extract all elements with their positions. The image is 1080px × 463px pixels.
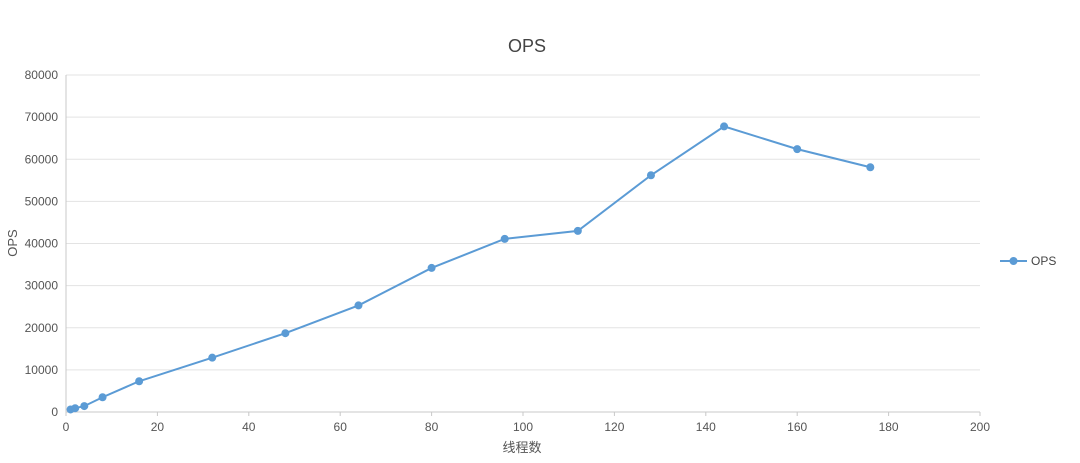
y-tick-label: 60000 bbox=[25, 152, 59, 166]
y-tick-label: 20000 bbox=[25, 321, 59, 335]
data-point bbox=[281, 329, 290, 338]
data-point bbox=[80, 402, 89, 411]
x-tick-label: 80 bbox=[425, 420, 439, 434]
chart-title: OPS bbox=[508, 36, 546, 56]
y-axis-label: OPS bbox=[5, 229, 20, 257]
y-tick-label: 80000 bbox=[25, 68, 59, 82]
legend: OPS bbox=[1000, 254, 1056, 268]
legend-swatch-marker bbox=[1009, 257, 1018, 265]
data-point bbox=[208, 353, 217, 362]
series-layer bbox=[66, 122, 875, 414]
series-line-0 bbox=[70, 125, 871, 411]
x-tick-label: 160 bbox=[787, 420, 807, 434]
legend-label: OPS bbox=[1031, 254, 1056, 268]
y-tick-labels: 0 10000 20000 30000 40000 50000 60000 70000 8000… bbox=[25, 68, 59, 419]
data-point bbox=[720, 122, 729, 131]
x-tick-label: 200 bbox=[970, 420, 990, 434]
x-tick-label: 140 bbox=[696, 420, 716, 434]
y-tick-label: 10000 bbox=[25, 363, 59, 377]
x-tick-labels: 0 20 40 60 80 100 120 140 160 180 200 bbox=[63, 420, 991, 434]
x-tick-label: 20 bbox=[151, 420, 165, 434]
x-tick-label: 120 bbox=[604, 420, 624, 434]
y-tick-label: 70000 bbox=[25, 110, 59, 124]
x-tick-label: 60 bbox=[334, 420, 348, 434]
data-point bbox=[135, 377, 144, 386]
data-point bbox=[866, 163, 875, 172]
data-point bbox=[98, 393, 107, 402]
data-point bbox=[71, 404, 80, 413]
x-tick-label: 40 bbox=[242, 420, 256, 434]
data-point bbox=[427, 263, 436, 272]
y-tick-label: 40000 bbox=[25, 237, 59, 251]
x-tick-label: 100 bbox=[513, 420, 533, 434]
data-point bbox=[646, 171, 655, 180]
gridlines bbox=[66, 74, 980, 371]
axes bbox=[65, 75, 981, 416]
x-tick-label: 0 bbox=[63, 420, 70, 434]
x-axis-label: 线程数 bbox=[502, 440, 541, 455]
x-tick-label: 180 bbox=[879, 420, 899, 434]
data-point bbox=[354, 301, 363, 310]
data-point bbox=[793, 145, 802, 154]
data-point bbox=[573, 226, 582, 235]
y-tick-label: 50000 bbox=[25, 194, 59, 208]
y-tick-label: 30000 bbox=[25, 279, 59, 293]
data-point bbox=[500, 234, 509, 243]
y-tick-label: 0 bbox=[51, 405, 58, 419]
